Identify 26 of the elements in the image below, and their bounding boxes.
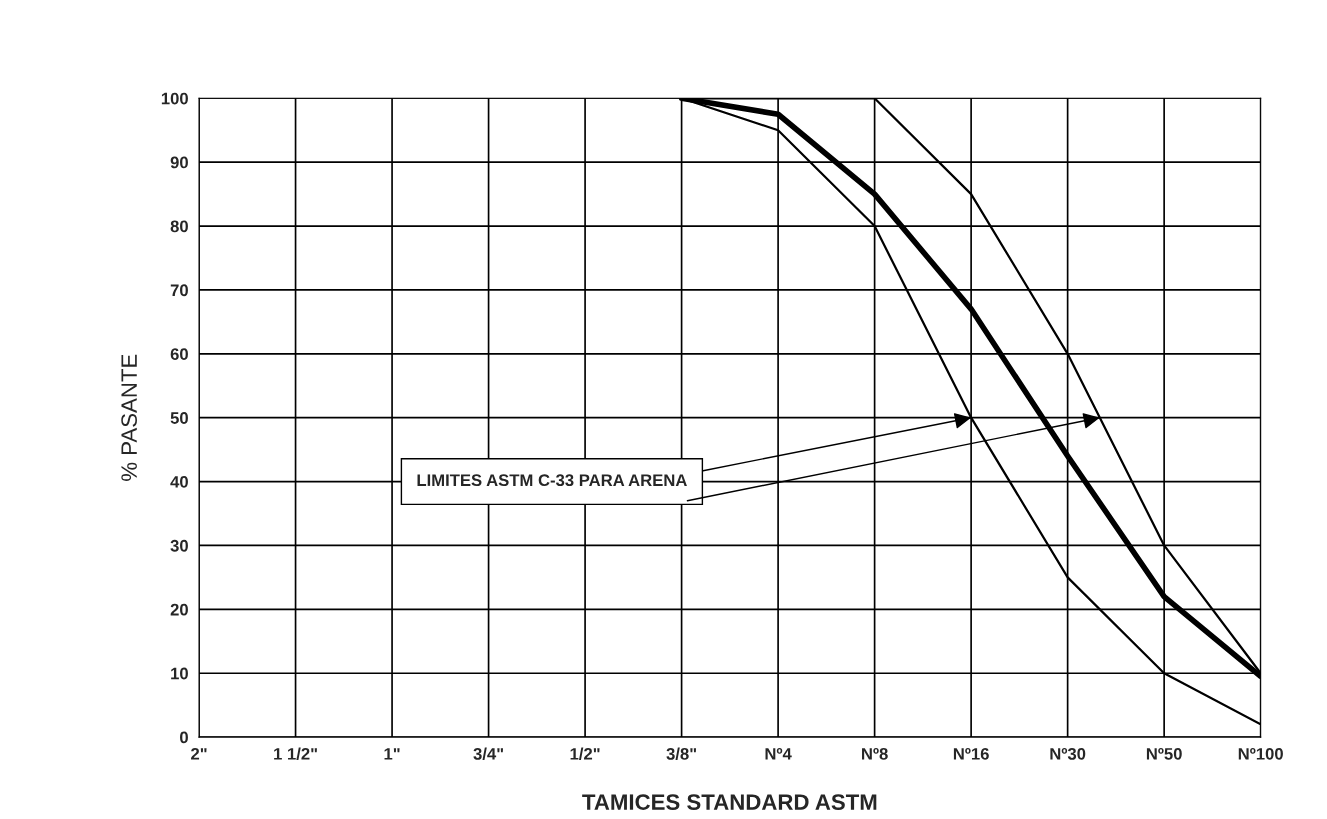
y-tick-label: 20 [170, 603, 188, 616]
y-tick-label: 70 [170, 284, 188, 297]
y-tick-label: 10 [171, 667, 188, 680]
y-tick-label: 40 [170, 475, 188, 488]
y-axis-title: % PASANTE [121, 354, 137, 481]
x-tick-label: Nº50 [1146, 747, 1182, 760]
y-tick-label: 0 [180, 731, 188, 744]
y-tick-label: 30 [170, 539, 188, 552]
x-tick-label: Nº4 [765, 748, 792, 760]
x-tick-label: 1/2" [570, 747, 600, 760]
x-tick-label: 3/4" [473, 747, 504, 760]
x-tick-label: Nº30 [1050, 747, 1086, 760]
y-tick-label: 50 [170, 412, 188, 424]
x-tick-label: 1 1/2" [274, 747, 317, 760]
x-tick-label: Nº8 [862, 747, 888, 760]
annotation: LIMITES ASTM C-33 PARA ARENA [417, 474, 687, 487]
x-tick-label: 1" [384, 748, 400, 760]
y-tick-label: 60 [170, 348, 188, 361]
x-tick-label: 2" [191, 747, 207, 760]
x-axis-title: TAMICES STANDARD ASTM [582, 794, 877, 810]
x-tick-label: 3/8" [666, 747, 697, 760]
y-tick-label: 90 [170, 156, 188, 169]
y-tick-label: 80 [170, 220, 188, 233]
x-tick-label: Nº16 [953, 747, 989, 760]
x-tick-label: Nº100 [1238, 747, 1283, 760]
y-tick-label: 100 [161, 92, 188, 105]
